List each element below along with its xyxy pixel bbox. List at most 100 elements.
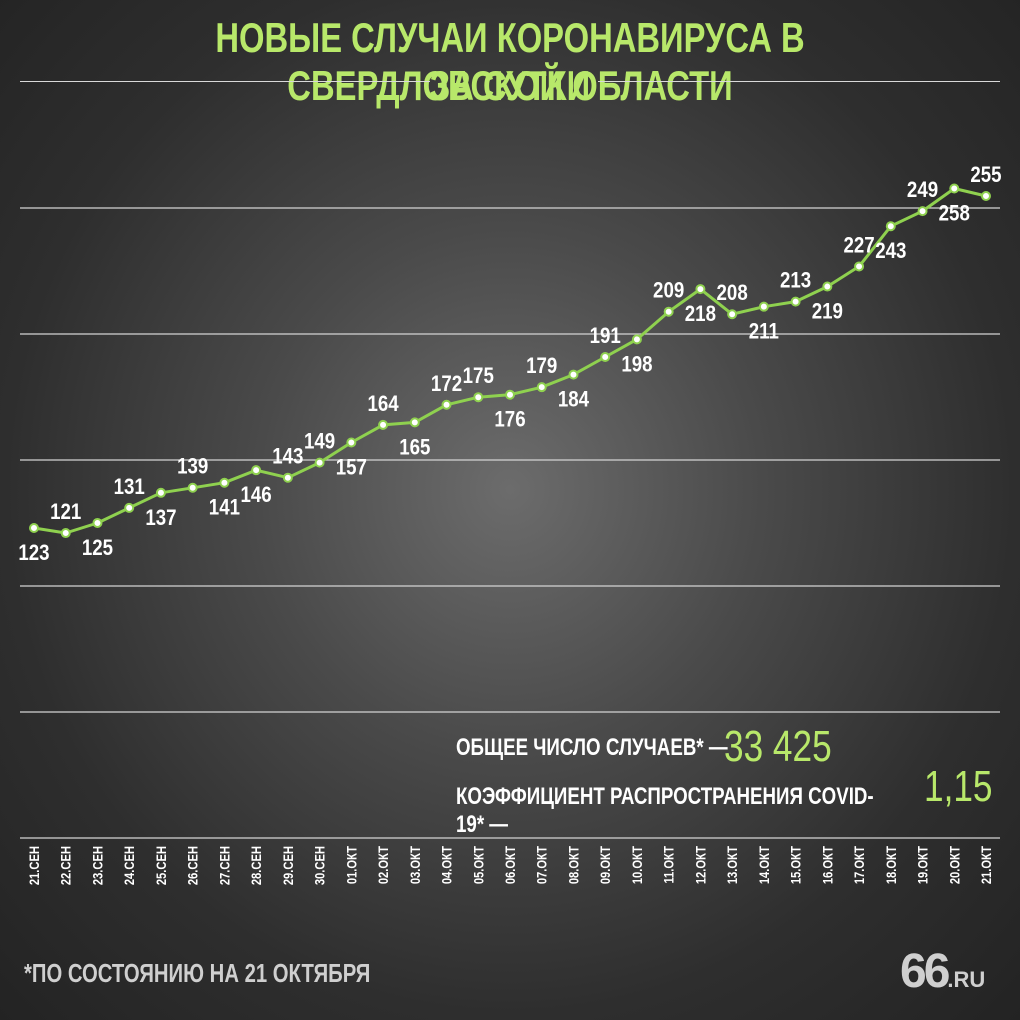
x-tick-label: 29.СЕН	[281, 846, 296, 885]
data-label: 137	[145, 506, 176, 530]
x-tick-label: 06.ОКТ	[503, 846, 518, 884]
data-label: 176	[494, 408, 525, 432]
data-label: 175	[463, 365, 494, 389]
data-label: 146	[241, 484, 272, 508]
data-point	[758, 301, 769, 312]
data-point	[949, 183, 960, 194]
x-tick-label: 12.ОКТ	[693, 846, 708, 884]
data-label: 165	[399, 436, 430, 460]
x-tick-label: 17.ОКТ	[852, 846, 867, 884]
data-label: 131	[114, 476, 145, 500]
data-point	[790, 296, 801, 307]
data-label: 179	[526, 355, 557, 379]
data-label: 208	[717, 282, 748, 306]
title-rule-left	[20, 81, 430, 82]
spread-coef-label: КОЭФФИЦИЕНТ РАСПРОСТРАНЕНИЯ COVID-19* —	[456, 783, 874, 838]
data-point	[695, 284, 706, 295]
data-point	[822, 281, 833, 292]
x-tick-label: 30.СЕН	[312, 846, 327, 885]
data-point	[536, 382, 547, 393]
x-tick-label: 15.ОКТ	[788, 846, 803, 884]
data-point	[314, 457, 325, 468]
data-point	[663, 306, 674, 317]
logo-number: 66	[900, 945, 950, 998]
x-tick-label: 05.ОКТ	[471, 846, 486, 884]
data-label: 164	[367, 393, 399, 417]
x-tick-label: 02.ОКТ	[376, 846, 391, 884]
data-point	[631, 334, 642, 345]
x-tick-label: 27.СЕН	[217, 846, 232, 885]
title-rule-right	[598, 81, 1000, 82]
x-tick-label: 28.СЕН	[249, 846, 264, 885]
data-point	[251, 465, 262, 476]
data-point	[155, 487, 166, 498]
spread-coef-value: 1,15	[924, 762, 993, 811]
data-label: 255	[970, 164, 1001, 188]
data-point	[600, 351, 611, 362]
spread-coef-row: КОЭФФИЦИЕНТ РАСПРОСТРАНЕНИЯ COVID-19* —	[456, 783, 1020, 839]
logo-suffix: .RU	[947, 967, 986, 992]
x-tick-label: 16.ОКТ	[820, 846, 835, 884]
x-tick-label: 21.ОКТ	[979, 846, 994, 884]
data-label: 227	[843, 234, 874, 258]
data-point	[346, 437, 357, 448]
data-point	[29, 523, 39, 533]
x-tick-label: 11.ОКТ	[662, 846, 677, 884]
x-tick-label: 26.СЕН	[186, 846, 201, 885]
data-point	[727, 309, 738, 320]
data-point	[441, 399, 452, 410]
data-label: 149	[304, 430, 335, 454]
data-label: 258	[939, 202, 970, 226]
data-point	[282, 472, 293, 483]
data-label: 123	[18, 542, 49, 566]
data-label: 139	[177, 455, 208, 479]
x-tick-label: 21.СЕН	[27, 846, 42, 885]
data-point	[378, 419, 389, 430]
data-point	[505, 389, 515, 400]
x-tick-label: 24.СЕН	[122, 846, 137, 885]
data-point	[409, 417, 420, 428]
site-logo: 66.RU	[900, 944, 985, 999]
data-point	[473, 392, 484, 403]
data-label: 125	[82, 537, 113, 561]
x-tick-label: 14.ОКТ	[757, 846, 772, 884]
x-tick-label: 07.ОКТ	[535, 846, 550, 884]
data-label: 219	[812, 300, 843, 324]
data-point	[219, 477, 230, 488]
x-tick-label: 08.ОКТ	[566, 846, 581, 884]
data-label: 213	[780, 269, 811, 293]
data-point	[60, 528, 71, 539]
data-label: 121	[50, 501, 81, 525]
data-point	[885, 221, 896, 232]
data-label: 211	[749, 320, 779, 344]
total-cases-value: 33 425	[724, 722, 832, 771]
data-label: 218	[685, 303, 716, 327]
data-point	[92, 517, 103, 528]
data-label: 143	[272, 445, 303, 469]
data-label: 243	[875, 240, 906, 264]
x-tick-label: 09.ОКТ	[598, 846, 613, 884]
data-point	[854, 261, 865, 272]
x-tick-label: 01.ОКТ	[344, 846, 359, 884]
x-tick-label: 25.СЕН	[154, 846, 169, 885]
x-tick-label: 13.ОКТ	[725, 846, 740, 884]
x-tick-label: 22.СЕН	[59, 846, 74, 885]
data-label: 198	[621, 353, 652, 377]
data-point	[981, 191, 991, 202]
x-tick-label: 18.ОКТ	[884, 846, 899, 884]
x-tick-label: 23.СЕН	[90, 846, 105, 885]
data-point	[124, 502, 135, 513]
footnote: *ПО СОСТОЯНИЮ НА 21 ОКТЯБРЯ	[24, 958, 371, 988]
data-label: 172	[431, 372, 462, 396]
data-label: 141	[209, 496, 240, 520]
total-cases-label: ОБЩЕЕ ЧИСЛО СЛУЧАЕВ* —	[456, 734, 728, 761]
data-point	[187, 482, 198, 493]
x-tick-label: 20.ОКТ	[947, 846, 962, 884]
x-tick-label: 10.ОКТ	[630, 846, 645, 884]
data-label: 209	[653, 279, 684, 303]
x-tick-label: 03.ОКТ	[408, 846, 423, 884]
data-point	[917, 206, 928, 217]
chart-title-line1: НОВЫЕ СЛУЧАИ КОРОНАВИРУСА В СВЕРДЛОВСКОЙ…	[215, 14, 805, 109]
chart-title-line2: ЗА СУТКИ	[429, 62, 591, 109]
